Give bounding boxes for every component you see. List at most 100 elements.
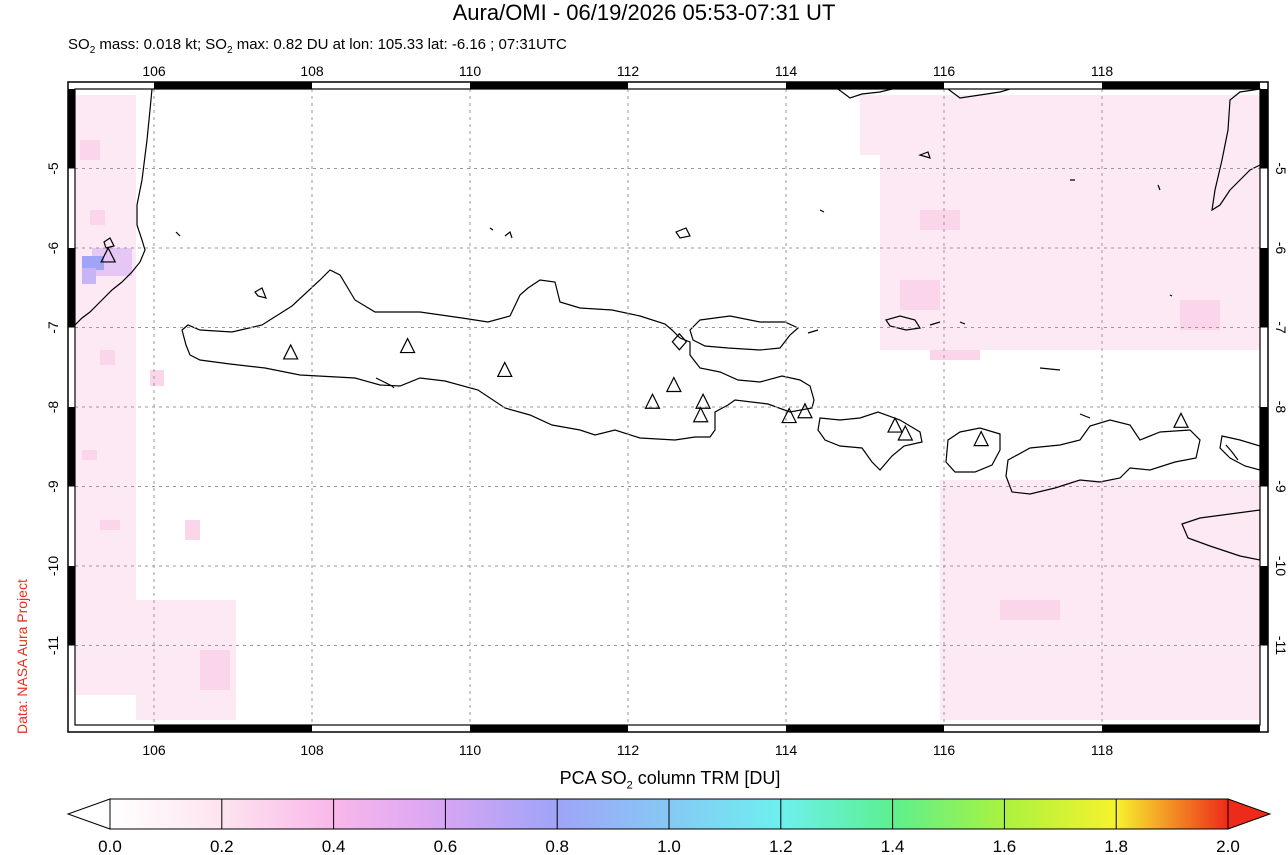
lat-tick-label: -11 <box>1273 636 1288 655</box>
sulawesi-coast <box>1211 89 1260 212</box>
colorbar-tick-label: 0.2 <box>210 837 234 855</box>
lat-tick-label: -7 <box>1273 321 1288 334</box>
volcano-triangle-icon <box>781 407 798 424</box>
colorbar-tick-label: 0.0 <box>98 837 122 855</box>
lombok-coast <box>945 427 1001 473</box>
volcano-triangle-icon <box>282 343 299 360</box>
volcano-triangle-icon <box>399 337 416 354</box>
colorbar-title-part: column TRM [DU] <box>632 768 781 788</box>
madura-coast <box>689 315 800 351</box>
frame-block <box>1260 566 1268 646</box>
volcano-triangle-icon <box>665 376 682 393</box>
frame-block <box>154 82 312 89</box>
frame-block <box>68 89 75 169</box>
krakatau-island <box>103 237 115 249</box>
lat-tick-label: -11 <box>45 636 61 655</box>
summary-part: SO <box>68 36 90 53</box>
max-location-diamond-icon <box>671 332 688 351</box>
sumba-coast <box>1181 509 1260 561</box>
colorbar-tick-label: 1.4 <box>881 837 905 855</box>
lon-tick-label: 106 <box>142 63 166 79</box>
frame-block <box>68 407 75 487</box>
map-title: Aura/OMI - 06/19/2026 05:53-07:31 UT <box>452 0 836 25</box>
volcano-triangle-icon <box>973 430 990 447</box>
lon-tick-label: 118 <box>1091 63 1114 79</box>
frame-scale-blocks <box>68 82 1268 732</box>
colorbar-tick-label: 2.0 <box>1216 837 1240 855</box>
lat-axis-right: -5 -6 -7 -8 -9 -10 -11 <box>1273 162 1288 655</box>
sumbawa-coast <box>1005 419 1201 495</box>
colorbar-tick-label: 0.6 <box>434 837 458 855</box>
lat-tick-label: -10 <box>1273 556 1288 576</box>
sumatra-coast <box>75 89 153 326</box>
frame-block <box>1260 407 1268 487</box>
frame-block <box>68 566 75 646</box>
volcano-triangle-icon <box>695 392 712 409</box>
frame-block <box>1260 89 1268 169</box>
lon-tick-label: 114 <box>775 63 798 79</box>
lon-tick-label: 112 <box>617 742 640 758</box>
lon-tick-label: 116 <box>933 63 956 79</box>
lat-tick-label: -5 <box>1273 162 1288 175</box>
colorbar-title-part: PCA SO <box>559 768 627 788</box>
so2-pixel-field <box>76 95 1260 720</box>
colorbar-tick-label: 1.8 <box>1104 837 1128 855</box>
volcano-triangle-icon <box>796 402 813 419</box>
volcano-triangle-icon <box>897 424 914 441</box>
volcano-triangle-icon <box>1173 411 1189 428</box>
lat-tick-label: -9 <box>45 480 61 493</box>
lat-tick-label: -9 <box>1273 480 1288 493</box>
frame-block <box>1102 725 1260 732</box>
lat-tick-label: -6 <box>1273 242 1288 255</box>
lat-tick-label: -8 <box>45 401 61 414</box>
bali-coast <box>817 411 923 471</box>
volcano-triangle-icon <box>644 392 661 409</box>
summary-part: max: 0.82 DU at lon: 105.33 lat: -6.16 ;… <box>232 36 567 53</box>
lon-tick-label: 108 <box>300 742 324 758</box>
colorbar: 0.0 0.2 0.4 0.6 0.8 1.0 1.2 1.4 1.6 1.8 2.0 <box>66 798 1272 855</box>
summary-part: mass: 0.018 kt; SO <box>95 36 227 53</box>
colorbar-tick-label: 1.2 <box>769 837 793 855</box>
flores-coast <box>1219 435 1260 471</box>
lat-tick-label: -5 <box>45 162 61 175</box>
frame-block <box>68 248 75 328</box>
frame-block <box>786 82 944 89</box>
colorbar-tick-label: 1.6 <box>993 837 1017 855</box>
small-islands <box>175 151 1239 461</box>
summary-subscript: 2 <box>89 45 96 56</box>
lon-tick-label: 106 <box>142 742 166 758</box>
colorbar-over-arrow <box>1227 798 1272 830</box>
volcano-triangle-icon <box>100 246 117 263</box>
so2-summary: SO2 mass: 0.018 kt; SO2 max: 0.82 DU at … <box>68 36 567 60</box>
volcano-triangle-icon <box>692 406 709 423</box>
colorbar-ticks: 0.0 0.2 0.4 0.6 0.8 1.0 1.2 1.4 1.6 1.8 2.0 <box>98 799 1240 855</box>
frame-block <box>470 82 628 89</box>
bawean-island <box>675 227 691 239</box>
coastlines <box>75 89 1260 561</box>
lon-axis-top: 106 108 110 112 114 116 118 <box>142 63 1113 79</box>
lon-tick-label: 112 <box>617 63 640 79</box>
frame-block <box>1102 82 1260 89</box>
lat-tick-label: -10 <box>45 556 61 576</box>
frame-block <box>1260 248 1268 328</box>
map-grid <box>75 89 1260 725</box>
lon-axis-bottom: 106 108 110 112 114 116 118 <box>142 742 1113 758</box>
borneo-east-coast <box>947 89 1011 99</box>
lon-tick-label: 110 <box>459 63 482 79</box>
colorbar-tick-label: 1.0 <box>657 837 681 855</box>
colorbar-title-subscript: 2 <box>626 779 633 792</box>
borneo-coast <box>837 89 893 99</box>
frame-block <box>154 725 312 732</box>
lat-tick-label: -6 <box>45 242 61 255</box>
kangean-islands <box>885 315 921 331</box>
colorbar-tick-label: 0.8 <box>545 837 569 855</box>
volcano-triangle-icon <box>496 361 513 378</box>
colorbar-under-arrow <box>66 798 111 830</box>
java-coast <box>181 269 815 441</box>
frame-block <box>786 725 944 732</box>
frame-block <box>470 725 628 732</box>
lat-tick-label: -7 <box>45 321 61 334</box>
colorbar-title: PCA SO2 column TRM [DU] <box>0 768 1288 792</box>
lon-tick-label: 116 <box>933 742 956 758</box>
